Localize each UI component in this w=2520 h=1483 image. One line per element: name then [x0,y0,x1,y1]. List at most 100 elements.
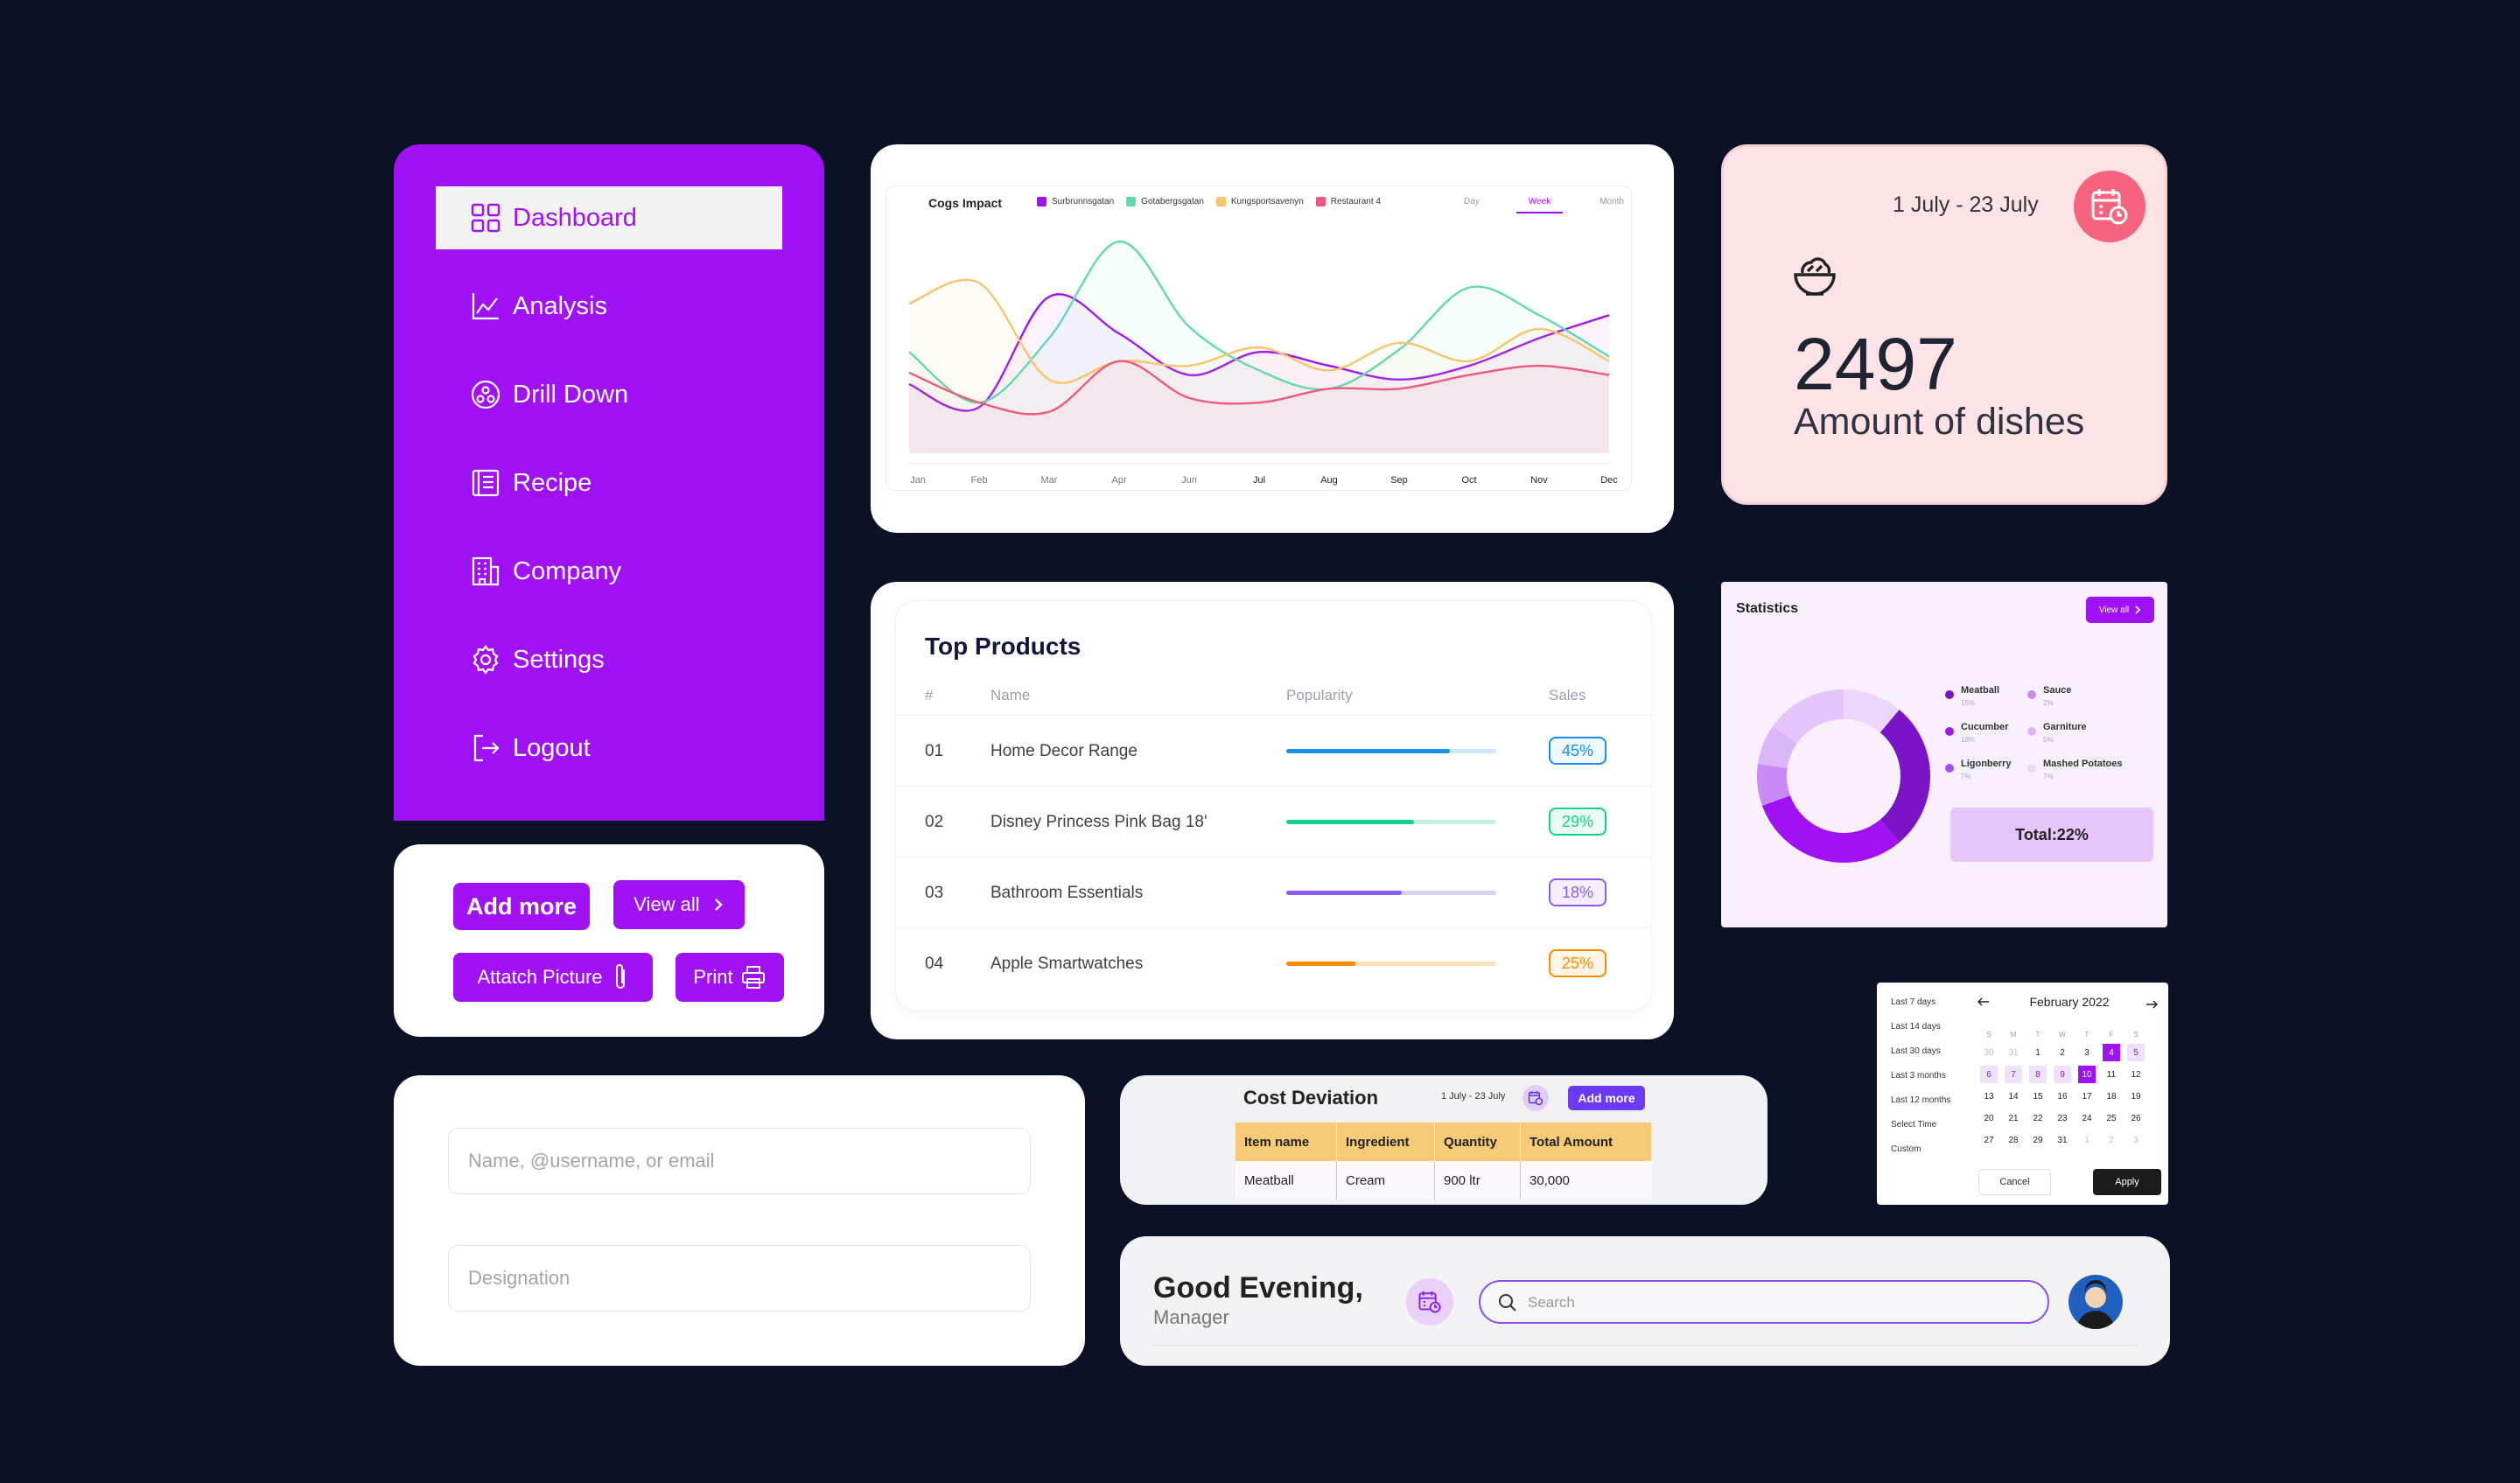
calendar-day[interactable]: 22 [2033,1113,2043,1123]
calendar-day[interactable]: 18 [2106,1091,2117,1102]
calendar-day[interactable]: 1 [2084,1135,2090,1145]
search-input[interactable]: Search [1479,1280,2049,1324]
cell-quantity: 900 ltr [1435,1161,1521,1200]
calendar-day[interactable]: 4 [2103,1044,2120,1061]
cost-deviation-title: Cost Deviation [1243,1087,1379,1109]
calendar-day[interactable]: 29 [2033,1135,2043,1145]
sidebar-item-analysis[interactable]: Analysis [436,275,782,338]
greeting-calendar-button[interactable] [1406,1278,1453,1326]
legend-item: Sauce 2% [2043,685,2071,707]
series-area [909,279,1609,453]
calendar-day[interactable]: 19 [2131,1091,2141,1102]
attach-picture-button[interactable]: Attatch Picture [453,953,653,1002]
calendar-day[interactable]: 8 [2029,1066,2047,1083]
calendar-day[interactable]: 7 [2005,1066,2022,1083]
calendar-day[interactable]: 12 [2131,1069,2141,1080]
legend-label: Ligonberry [1961,759,2012,769]
cancel-button[interactable]: Cancel [1978,1169,2051,1195]
calendar-day[interactable]: 3 [2133,1135,2138,1145]
cogs-plot: Jan Feb Mar Apr Jun Jul Aug Sep Oct Nov Dec [908,240,1618,486]
name-input[interactable]: Name, @username, or email [448,1128,1031,1194]
calendar-day[interactable]: 28 [2008,1135,2019,1145]
calendar-day[interactable]: 26 [2131,1113,2141,1123]
calendar-day[interactable]: 5 [2127,1044,2145,1061]
chevron-right-icon [2135,605,2141,614]
statistics-view-all-button[interactable]: View all [2086,597,2154,623]
gear-icon [472,645,499,675]
calendar-day[interactable]: 14 [2008,1091,2019,1102]
calendar-day[interactable]: 15 [2033,1091,2043,1102]
legend-swatch [2027,690,2036,699]
calendar-day[interactable]: 31 [2057,1135,2068,1145]
calendar-button[interactable] [2074,171,2146,242]
date-preset[interactable]: Last 14 days [1891,1022,1941,1032]
popularity-fill [1286,820,1415,824]
view-all-button[interactable]: View all [613,880,745,929]
calendar-day[interactable]: 17 [2082,1091,2092,1102]
sidebar-item-label: Logout [513,733,591,762]
calendar-day[interactable]: 25 [2106,1113,2117,1123]
date-preset[interactable]: Last 12 months [1891,1095,1951,1105]
add-more-button[interactable]: Add more [453,883,590,930]
calendar-day[interactable]: 23 [2057,1113,2068,1123]
sidebar-item-company[interactable]: Company [436,540,782,603]
calendar-day[interactable]: 31 [2008,1047,2019,1058]
sidebar-item-drill-down[interactable]: Drill Down [436,363,782,426]
date-preset[interactable]: Last 30 days [1891,1046,1941,1056]
calendar-day[interactable]: 16 [2057,1091,2068,1102]
apply-label: Apply [2115,1177,2139,1187]
printer-icon [741,966,765,989]
legend-percent: 5% [2043,736,2054,744]
designation-input[interactable]: Designation [448,1245,1031,1312]
legend-percent: 7% [1961,773,1971,780]
date-preset[interactable]: Last 3 months [1891,1071,1946,1081]
table-row[interactable]: 01 Home Decor Range 45% [896,715,1651,787]
x-tick-label: Sep [1390,475,1408,486]
calendar-day[interactable]: 2 [2109,1135,2114,1145]
next-month-button[interactable] [2146,997,2158,1013]
table-row[interactable]: 03 Bathroom Essentials 18% [896,857,1651,928]
calendar-day[interactable]: 13 [1984,1091,1994,1102]
table-row[interactable]: 02 Disney Princess Pink Bag 18' 29% [896,786,1651,857]
popularity-fill [1286,962,1356,966]
calendar-day[interactable]: 21 [2008,1113,2019,1123]
row-index: 01 [925,741,944,760]
calendar-day[interactable]: 27 [1984,1135,1994,1145]
table-row[interactable]: 04 Apple Smartwatches 25% [896,927,1651,999]
sidebar-item-recipe[interactable]: Recipe [436,451,782,514]
sidebar-item-label: Settings [513,645,605,674]
sidebar-item-logout[interactable]: Logout [436,717,782,780]
calendar-day[interactable]: 10 [2078,1066,2096,1083]
calendar-day[interactable]: 30 [1984,1047,1994,1058]
date-preset[interactable]: Custom [1891,1144,1922,1154]
legend-percent: 7% [2043,773,2054,780]
legend-label: Kungsportsavenyn [1230,197,1304,206]
user-avatar-icon [2077,1280,2114,1329]
avatar[interactable] [2068,1275,2123,1329]
tab-month[interactable]: Month [1600,197,1624,206]
date-preset[interactable]: Select Time [1891,1120,1937,1130]
legend-item: Gotabergsgatan [1126,197,1204,206]
calendar-day[interactable]: 1 [2035,1047,2040,1058]
calendar-day[interactable]: 2 [2060,1047,2065,1058]
sidebar-item-label: Analysis [513,291,607,320]
tab-day[interactable]: Day [1464,197,1480,206]
calendar-day[interactable]: 3 [2084,1047,2090,1058]
date-preset[interactable]: Last 7 days [1891,997,1936,1007]
sidebar-item-dashboard[interactable]: Dashboard [436,186,782,249]
chart-title: Cogs Impact [928,196,1003,210]
cost-calendar-button[interactable] [1522,1085,1549,1111]
legend-swatch [1315,197,1326,206]
calendar-day[interactable]: 9 [2054,1066,2071,1083]
print-button[interactable]: Print [676,953,784,1002]
prev-month-button[interactable] [1978,997,1990,1009]
cost-add-more-button[interactable]: Add more [1568,1086,1645,1110]
x-tick-label: Apr [1111,475,1126,486]
calendar-day[interactable]: 20 [1984,1113,1994,1123]
tab-week[interactable]: Week [1516,197,1564,213]
calendar-day[interactable]: 24 [2082,1113,2092,1123]
sidebar-item-settings[interactable]: Settings [436,628,782,691]
calendar-day[interactable]: 11 [2106,1069,2117,1080]
calendar-day[interactable]: 6 [1980,1066,1998,1083]
apply-button[interactable]: Apply [2093,1169,2161,1195]
